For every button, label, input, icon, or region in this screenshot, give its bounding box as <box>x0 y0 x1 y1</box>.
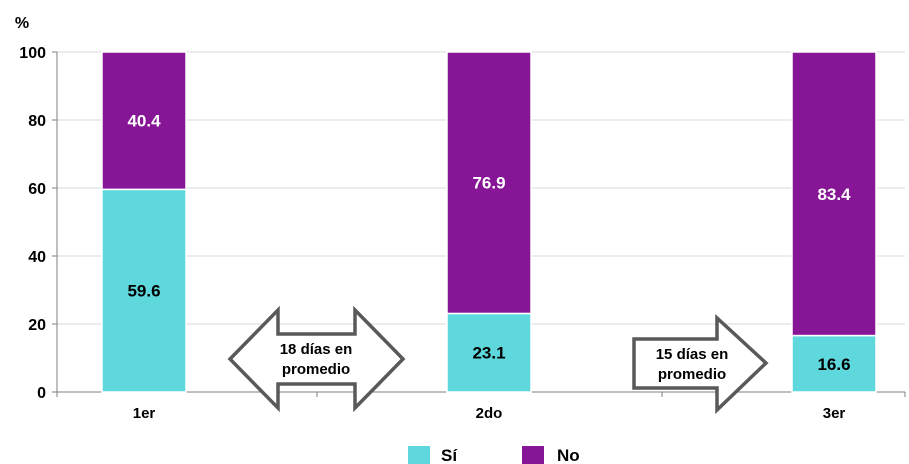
x-axis-ticks: 1er 2do 3er <box>56 392 906 422</box>
y-axis-ticks: 0 20 40 60 80 100 <box>19 45 57 402</box>
y-axis-title: % <box>15 15 29 32</box>
double-arrow-line-1: 18 días en <box>280 341 353 358</box>
x-tick-label-3er: 3er <box>823 405 846 422</box>
double-arrow-shape <box>227 305 406 413</box>
double-arrow-line-2: promedio <box>282 361 350 378</box>
y-tick-label-0: 0 <box>37 385 46 402</box>
data-label-3er-no: 83.4 <box>817 185 851 204</box>
y-tick-label-40: 40 <box>28 249 46 266</box>
double-arrow-annotation: 18 días en promedio <box>227 305 406 413</box>
right-arrow-line-1: 15 días en <box>656 346 729 363</box>
data-label-2do-no: 76.9 <box>472 174 505 193</box>
y-tick-label-100: 100 <box>19 45 46 62</box>
legend-swatch-si <box>408 446 430 464</box>
bar-3er-si <box>791 334 877 393</box>
data-label-2do-si: 23.1 <box>472 344 505 363</box>
right-arrow-annotation: 15 días en promedio <box>632 314 769 415</box>
data-label-1er-no: 40.4 <box>127 112 161 131</box>
y-tick-label-80: 80 <box>28 113 46 130</box>
right-arrow-line-2: promedio <box>658 366 726 383</box>
bars: 59.6 40.4 23.1 76.9 16.6 83.4 <box>101 51 877 393</box>
bar-1er-no <box>101 51 187 191</box>
x-tick-label-1er: 1er <box>133 405 156 422</box>
legend-label-no: No <box>557 446 580 464</box>
legend: Sí No <box>408 446 580 464</box>
legend-label-si: Sí <box>441 446 458 464</box>
y-tick-label-60: 60 <box>28 181 46 198</box>
data-label-3er-si: 16.6 <box>817 355 850 374</box>
bar-1er-si <box>101 188 187 393</box>
bar-2do-si <box>446 312 532 393</box>
right-arrow-shape <box>632 314 769 415</box>
x-tick-label-2do: 2do <box>476 405 503 422</box>
bar-2do-no <box>446 51 532 315</box>
data-label-1er-si: 59.6 <box>127 282 160 301</box>
bar-3er-no <box>791 51 877 337</box>
legend-swatch-no <box>522 446 544 464</box>
y-tick-label-20: 20 <box>28 317 46 334</box>
